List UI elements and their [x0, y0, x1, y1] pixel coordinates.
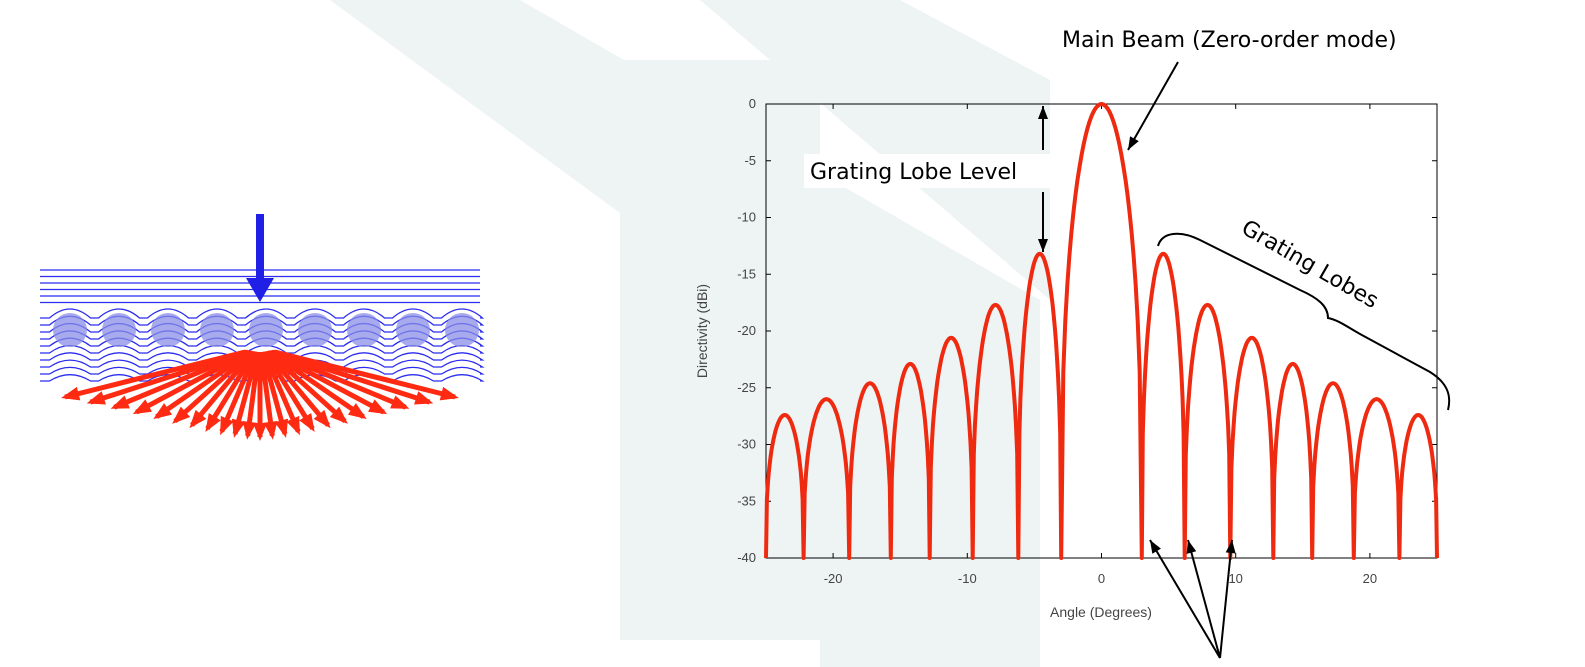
main-beam-label: Main Beam (Zero-order mode)	[1062, 28, 1397, 53]
diffracted-arrows	[61, 349, 459, 441]
null-arrow-head	[1150, 540, 1161, 554]
diffracted-arrow	[266, 350, 347, 424]
grating-diffraction-diagram	[40, 214, 485, 441]
x-tick-label: -20	[824, 571, 843, 586]
grating-lobe-level-arrow-down-head	[1038, 239, 1048, 252]
grating-element	[53, 313, 87, 347]
grating-element	[445, 313, 479, 347]
y-tick-label: -15	[737, 266, 756, 281]
diffracted-arrowhead	[347, 403, 367, 420]
diffracted-arrow	[264, 350, 330, 427]
watermark-shape	[620, 60, 820, 640]
diffracted-arrowhead	[205, 413, 221, 433]
wavefront-line	[40, 308, 485, 319]
y-tick-label: -25	[737, 380, 756, 395]
y-tick-label: -40	[737, 550, 756, 565]
diffracted-arrowhead	[189, 409, 207, 429]
diffracted-arrow	[135, 349, 251, 415]
diffracted-arrow	[173, 350, 254, 424]
grating-lobe-level-label: Grating Lobe Level	[810, 160, 1017, 185]
diffracted-arrowhead	[299, 413, 315, 433]
diffracted-arrowhead	[86, 391, 106, 405]
diffracted-arrow	[232, 351, 260, 435]
grating-element	[396, 313, 430, 347]
grating-element	[298, 313, 332, 347]
y-tick-label: -10	[737, 210, 756, 225]
y-tick-label: -5	[744, 153, 756, 168]
diffracted-arrow	[258, 351, 275, 437]
diffracted-arrow	[263, 350, 315, 430]
diffracted-arrow	[274, 349, 456, 400]
y-axis-ticks: 0 -5 -10 -15 -20 -25 -30 -35 -40	[737, 96, 1437, 565]
diffracted-arrowhead	[329, 406, 348, 424]
main-beam-arrow-head	[1128, 136, 1139, 150]
grating-element	[347, 313, 381, 347]
diffracted-arrowhead	[313, 409, 331, 429]
grating-element	[151, 313, 185, 347]
diffracted-arrowhead	[110, 395, 130, 409]
grating-element	[249, 313, 283, 347]
null-arrow	[1219, 539, 1233, 659]
diffracted-arrowhead	[231, 418, 246, 438]
y-tick-label: -20	[737, 323, 756, 338]
diffracted-arrow	[155, 349, 252, 419]
diffracted-arrowhead	[390, 395, 410, 409]
diffracted-arrowhead	[153, 403, 173, 420]
diffracted-arrowhead	[414, 391, 434, 405]
diffracted-arrow	[260, 351, 288, 435]
diffracted-arrow	[89, 349, 248, 405]
directivity-chart: 0 -5 -10 -15 -20 -25 -30 -35 -40 -20 -10 0 10 20 Ang…	[694, 96, 1439, 620]
incident-arrow-shaft	[256, 214, 264, 280]
main-beam-arrow	[1127, 61, 1179, 151]
x-tick-label: 0	[1098, 571, 1105, 586]
down-arrow-icon	[246, 214, 274, 302]
diffracted-arrowhead	[132, 399, 152, 415]
directivity-curve	[764, 102, 1439, 560]
diffracted-arrowhead	[439, 386, 459, 401]
x-axis-ticks: -20 -10 0 10 20	[824, 104, 1377, 586]
background-watermark	[330, 0, 1050, 667]
y-tick-label: -30	[737, 437, 756, 452]
diffracted-arrow	[269, 349, 385, 415]
diffracted-arrowhead	[286, 415, 300, 436]
x-tick-label: 20	[1363, 571, 1377, 586]
x-tick-label: 10	[1228, 571, 1242, 586]
diffracted-arrowhead	[253, 423, 267, 441]
grating-elements	[53, 313, 479, 347]
grating-element	[102, 313, 136, 347]
grating-lobes-label: Grating Lobes	[1237, 216, 1382, 314]
diffracted-arrowhead	[274, 418, 289, 438]
annotation-arrows	[1038, 61, 1236, 659]
y-tick-label: 0	[749, 96, 756, 111]
diffracted-arrow	[245, 351, 262, 437]
grating-element	[200, 313, 234, 347]
null-arrow-head	[1186, 540, 1197, 554]
diffracted-arrow	[268, 349, 365, 419]
grating-lobe-level-arrow-up-head	[1038, 106, 1048, 119]
null-arrow	[1149, 539, 1221, 659]
diffracted-arrow	[113, 349, 249, 410]
null-arrow-head	[1225, 540, 1236, 554]
diffracted-arrowhead	[172, 406, 191, 424]
diffracted-arrow	[261, 351, 301, 433]
grating-lobes-brace	[1157, 232, 1451, 411]
null-arrow	[1187, 539, 1221, 659]
diffracted-arrow	[190, 350, 256, 427]
diffracted-arrowhead	[263, 420, 278, 440]
diffracted-arrowhead	[220, 415, 234, 436]
diffracted-arrowhead	[242, 420, 257, 440]
diffracted-arrow	[205, 350, 257, 430]
x-axis-label: Angle (Degrees)	[1050, 604, 1152, 620]
watermark-shape	[700, 0, 1050, 300]
y-axis-label: Directivity (dBi)	[694, 284, 710, 378]
diffracted-arrowhead	[61, 386, 81, 401]
y-tick-label: -35	[737, 493, 756, 508]
incident-arrow-head	[246, 278, 274, 302]
diffracted-arrowhead	[368, 399, 388, 415]
watermark-shape	[330, 0, 1040, 667]
diffracted-arrow	[219, 351, 259, 433]
x-tick-label: -10	[958, 571, 977, 586]
grating-lobe-level-label-bg	[804, 154, 1054, 188]
